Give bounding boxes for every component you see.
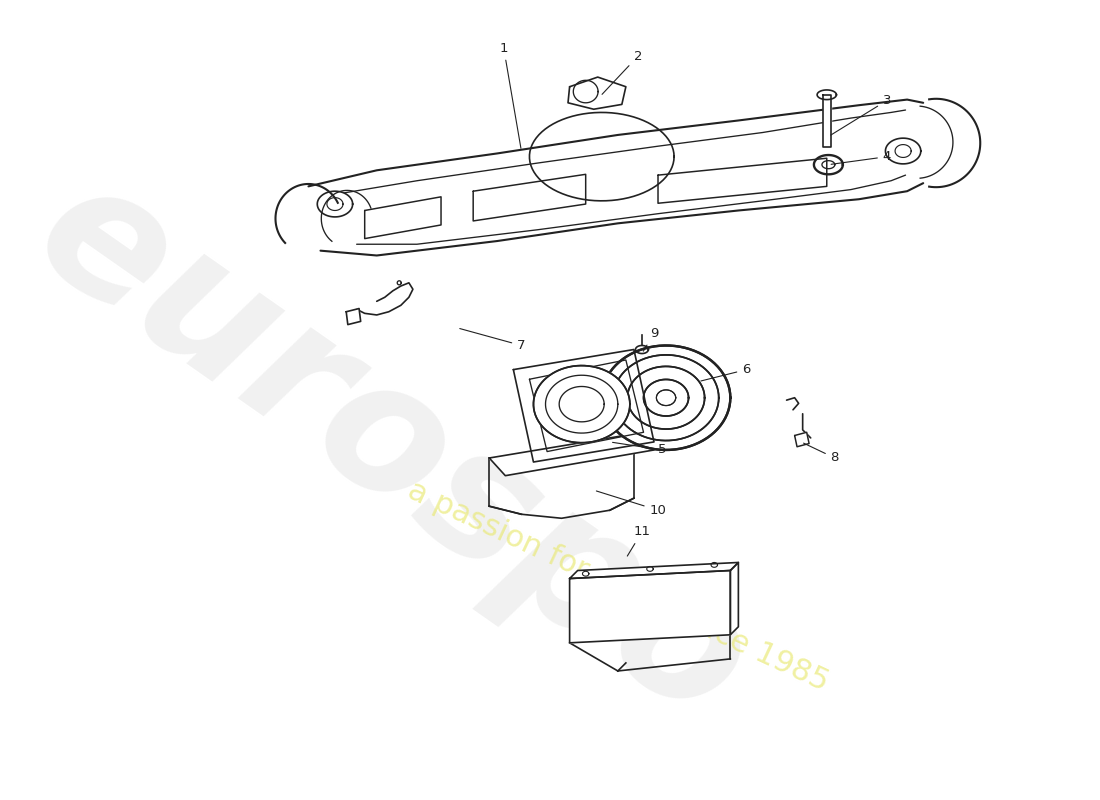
Polygon shape — [570, 562, 738, 578]
Text: 7: 7 — [460, 329, 526, 352]
Polygon shape — [534, 366, 630, 442]
Polygon shape — [602, 346, 730, 450]
Polygon shape — [490, 434, 654, 476]
Polygon shape — [823, 94, 830, 147]
Polygon shape — [570, 570, 730, 643]
Text: a passion for parts since 1985: a passion for parts since 1985 — [403, 476, 833, 697]
Text: 4: 4 — [832, 150, 891, 164]
Polygon shape — [346, 309, 361, 325]
Text: 8: 8 — [804, 443, 839, 465]
Text: 9: 9 — [644, 327, 658, 351]
Polygon shape — [794, 432, 810, 446]
Polygon shape — [568, 77, 626, 110]
Text: 2: 2 — [602, 50, 642, 94]
Polygon shape — [365, 197, 441, 238]
Text: 3: 3 — [830, 94, 891, 135]
Text: eurospo: eurospo — [4, 142, 781, 758]
Polygon shape — [658, 158, 827, 203]
Text: 6: 6 — [701, 363, 750, 381]
Text: 11: 11 — [627, 526, 650, 556]
Polygon shape — [730, 562, 738, 634]
Polygon shape — [473, 174, 585, 221]
Text: 1: 1 — [499, 42, 521, 148]
Polygon shape — [529, 360, 644, 451]
Polygon shape — [275, 98, 980, 255]
Text: 5: 5 — [613, 442, 667, 457]
Polygon shape — [514, 350, 654, 462]
Text: 10: 10 — [596, 491, 667, 517]
